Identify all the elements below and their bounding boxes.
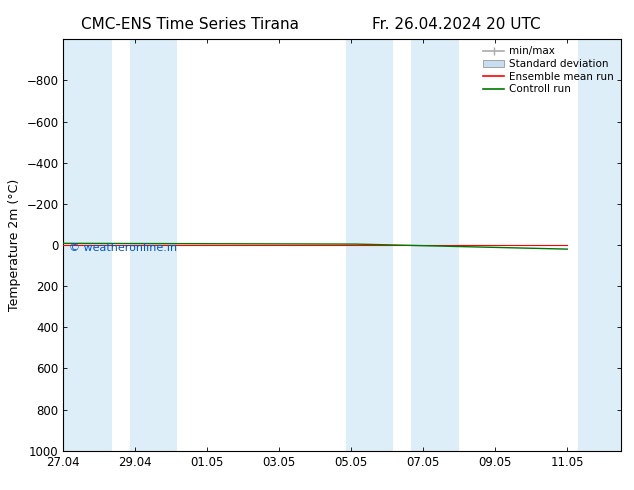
Text: CMC-ENS Time Series Tirana: CMC-ENS Time Series Tirana <box>81 17 299 32</box>
Legend: min/max, Standard deviation, Ensemble mean run, Controll run: min/max, Standard deviation, Ensemble me… <box>481 45 616 97</box>
Bar <box>578 39 621 451</box>
Text: © weatheronline.in: © weatheronline.in <box>69 243 177 253</box>
Bar <box>411 39 460 451</box>
Bar <box>130 39 177 451</box>
Bar <box>63 39 112 451</box>
Y-axis label: Temperature 2m (°C): Temperature 2m (°C) <box>8 179 21 311</box>
Bar <box>346 39 392 451</box>
Text: Fr. 26.04.2024 20 UTC: Fr. 26.04.2024 20 UTC <box>372 17 541 32</box>
